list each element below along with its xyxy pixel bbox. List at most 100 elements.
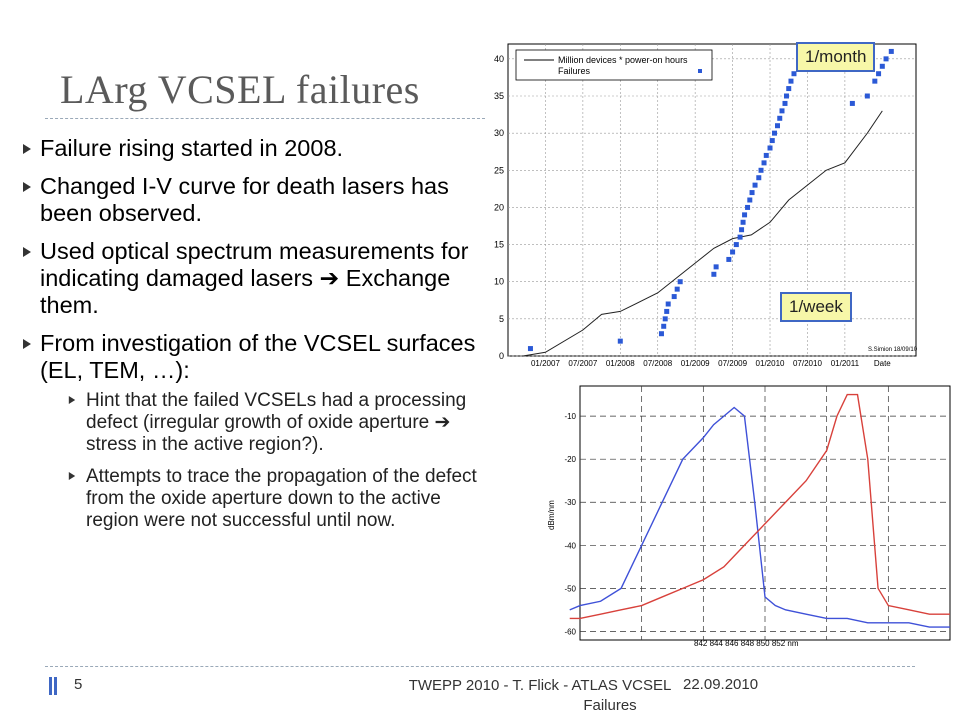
x-tick-labels: 01/2007 07/2007 01/2008 07/2008 01/2009 07/20… (531, 359, 891, 368)
failure-point (779, 108, 785, 114)
sub-bullet-item: Hint that the failed VCSELs had a proces… (58, 390, 492, 456)
x-tick-label: 07/2008 (643, 359, 672, 368)
bullet-arrow-icon (23, 339, 31, 349)
y-tick-label: -40 (564, 541, 576, 550)
footer-mark-icon (49, 677, 57, 695)
y-tick-label: 0 (499, 351, 504, 361)
failure-point (761, 160, 767, 166)
y-tick-label: -30 (564, 498, 576, 507)
failure-point (775, 123, 781, 129)
failure-point (739, 227, 745, 233)
failure-point (730, 249, 736, 255)
slide-number: 5 (74, 676, 83, 693)
y-tick-label: 35 (494, 91, 504, 101)
failure-point (752, 182, 758, 188)
x-tick-label: 01/2009 (681, 359, 710, 368)
failure-point (767, 145, 773, 151)
x-tick-label: 07/2007 (568, 359, 597, 368)
x-tick-label: 07/2009 (718, 359, 747, 368)
spectrum-line (569, 406, 950, 628)
y-tick-label: 10 (494, 277, 504, 287)
footer-text-line2: Failures (583, 697, 637, 714)
failure-point (763, 152, 769, 158)
y-tick-label: -20 (564, 455, 576, 464)
bullet-text: From investigation of the VCSEL surfaces… (40, 330, 476, 383)
failures-chart: 0 5 10 15 20 25 30 35 40 01/2007 07/2007 01/2008 07… (494, 43, 918, 368)
sub-bullet-item: Attempts to trace the propagation of the… (58, 466, 492, 532)
sub-bullet-arrow-icon (68, 472, 76, 480)
title-divider (45, 118, 485, 119)
failure-point (674, 286, 680, 292)
y-tick-label: 40 (494, 54, 504, 64)
failure-point (747, 197, 753, 203)
failure-point (711, 271, 717, 277)
failure-point (658, 331, 664, 337)
sub-bullet-list: Hint that the failed VCSELs had a proces… (40, 390, 492, 532)
failure-point (617, 338, 623, 344)
x-tick-label: 07/2010 (793, 359, 822, 368)
footer-divider (45, 666, 915, 667)
failure-point (864, 93, 870, 99)
failure-point (872, 78, 878, 84)
failure-point (527, 346, 533, 352)
bullet-item: Changed I-V curve for death lasers has b… (22, 173, 492, 227)
failure-point (742, 212, 748, 218)
spectrum-series (569, 393, 950, 628)
bullet-text: Failure rising started in 2008. (40, 135, 344, 161)
bullet-arrow-icon (23, 144, 31, 154)
y-axis-label: dBm/nm (547, 500, 556, 530)
y-tick-label: -60 (564, 627, 576, 636)
y-tick-label: 15 (494, 240, 504, 250)
failure-point (791, 71, 797, 77)
legend-label: Failures (558, 66, 591, 76)
x-tick-label: 01/2007 (531, 359, 560, 368)
failure-point (677, 279, 683, 285)
chart-grid (508, 44, 916, 357)
footer-text-line1: TWEPP 2010 - T. Flick - ATLAS VCSEL (408, 677, 672, 694)
y-tick-label: 25 (494, 165, 504, 175)
y-tick-label: -10 (564, 412, 576, 421)
failures-series (527, 48, 894, 352)
chart-credit: S.Simion 18/09/10 (868, 347, 918, 353)
bullet-item: Failure rising started in 2008. (22, 135, 492, 162)
failure-point (664, 308, 670, 314)
bullet-list: Failure rising started in 2008. Changed … (22, 135, 492, 543)
x-tick-labels: 842 844 846 848 850 852 nm (694, 639, 799, 648)
failure-point (879, 63, 885, 69)
legend-label: Million devices * power-on hours (558, 55, 688, 65)
y-tick-label: 30 (494, 128, 504, 138)
failure-point (756, 175, 762, 181)
chart-legend: Million devices * power-on hours Failure… (515, 49, 713, 81)
y-tick-label: -50 (564, 584, 576, 593)
failure-point (733, 242, 739, 248)
failure-point (745, 204, 751, 210)
failure-point (883, 56, 889, 62)
slide-title: LArg VCSEL failures (60, 67, 420, 112)
spectrum-line (569, 393, 950, 620)
failure-point (737, 234, 743, 240)
bullet-text: Used optical spectrum measurements for i… (40, 238, 469, 318)
failure-point (788, 78, 794, 84)
x-tick-label: 01/2008 (606, 359, 635, 368)
failure-point (783, 93, 789, 99)
y-tick-labels: 0 5 10 15 20 25 30 35 40 (494, 54, 504, 361)
bullet-item: Used optical spectrum measurements for i… (22, 238, 492, 319)
bullet-item: From investigation of the VCSEL surfaces… (22, 330, 492, 532)
chart-plot-frame (507, 43, 917, 357)
failure-point (661, 323, 667, 329)
failure-point (713, 264, 719, 270)
failure-point (772, 130, 778, 136)
failure-point (740, 219, 746, 225)
y-tick-label: 5 (499, 314, 504, 324)
footer-date: 22.09.2010 (683, 676, 759, 693)
failure-point (671, 294, 677, 300)
bullet-arrow-icon (23, 182, 31, 192)
x-tick-label: 01/2010 (756, 359, 785, 368)
failure-point (665, 301, 671, 307)
failure-point (786, 86, 792, 92)
failure-point (662, 316, 668, 322)
failure-point (782, 100, 788, 106)
callout-month: 1/month (796, 42, 876, 72)
sub-bullet-arrow-icon (68, 396, 76, 404)
sub-bullet-text: Attempts to trace the propagation of the… (86, 466, 477, 531)
